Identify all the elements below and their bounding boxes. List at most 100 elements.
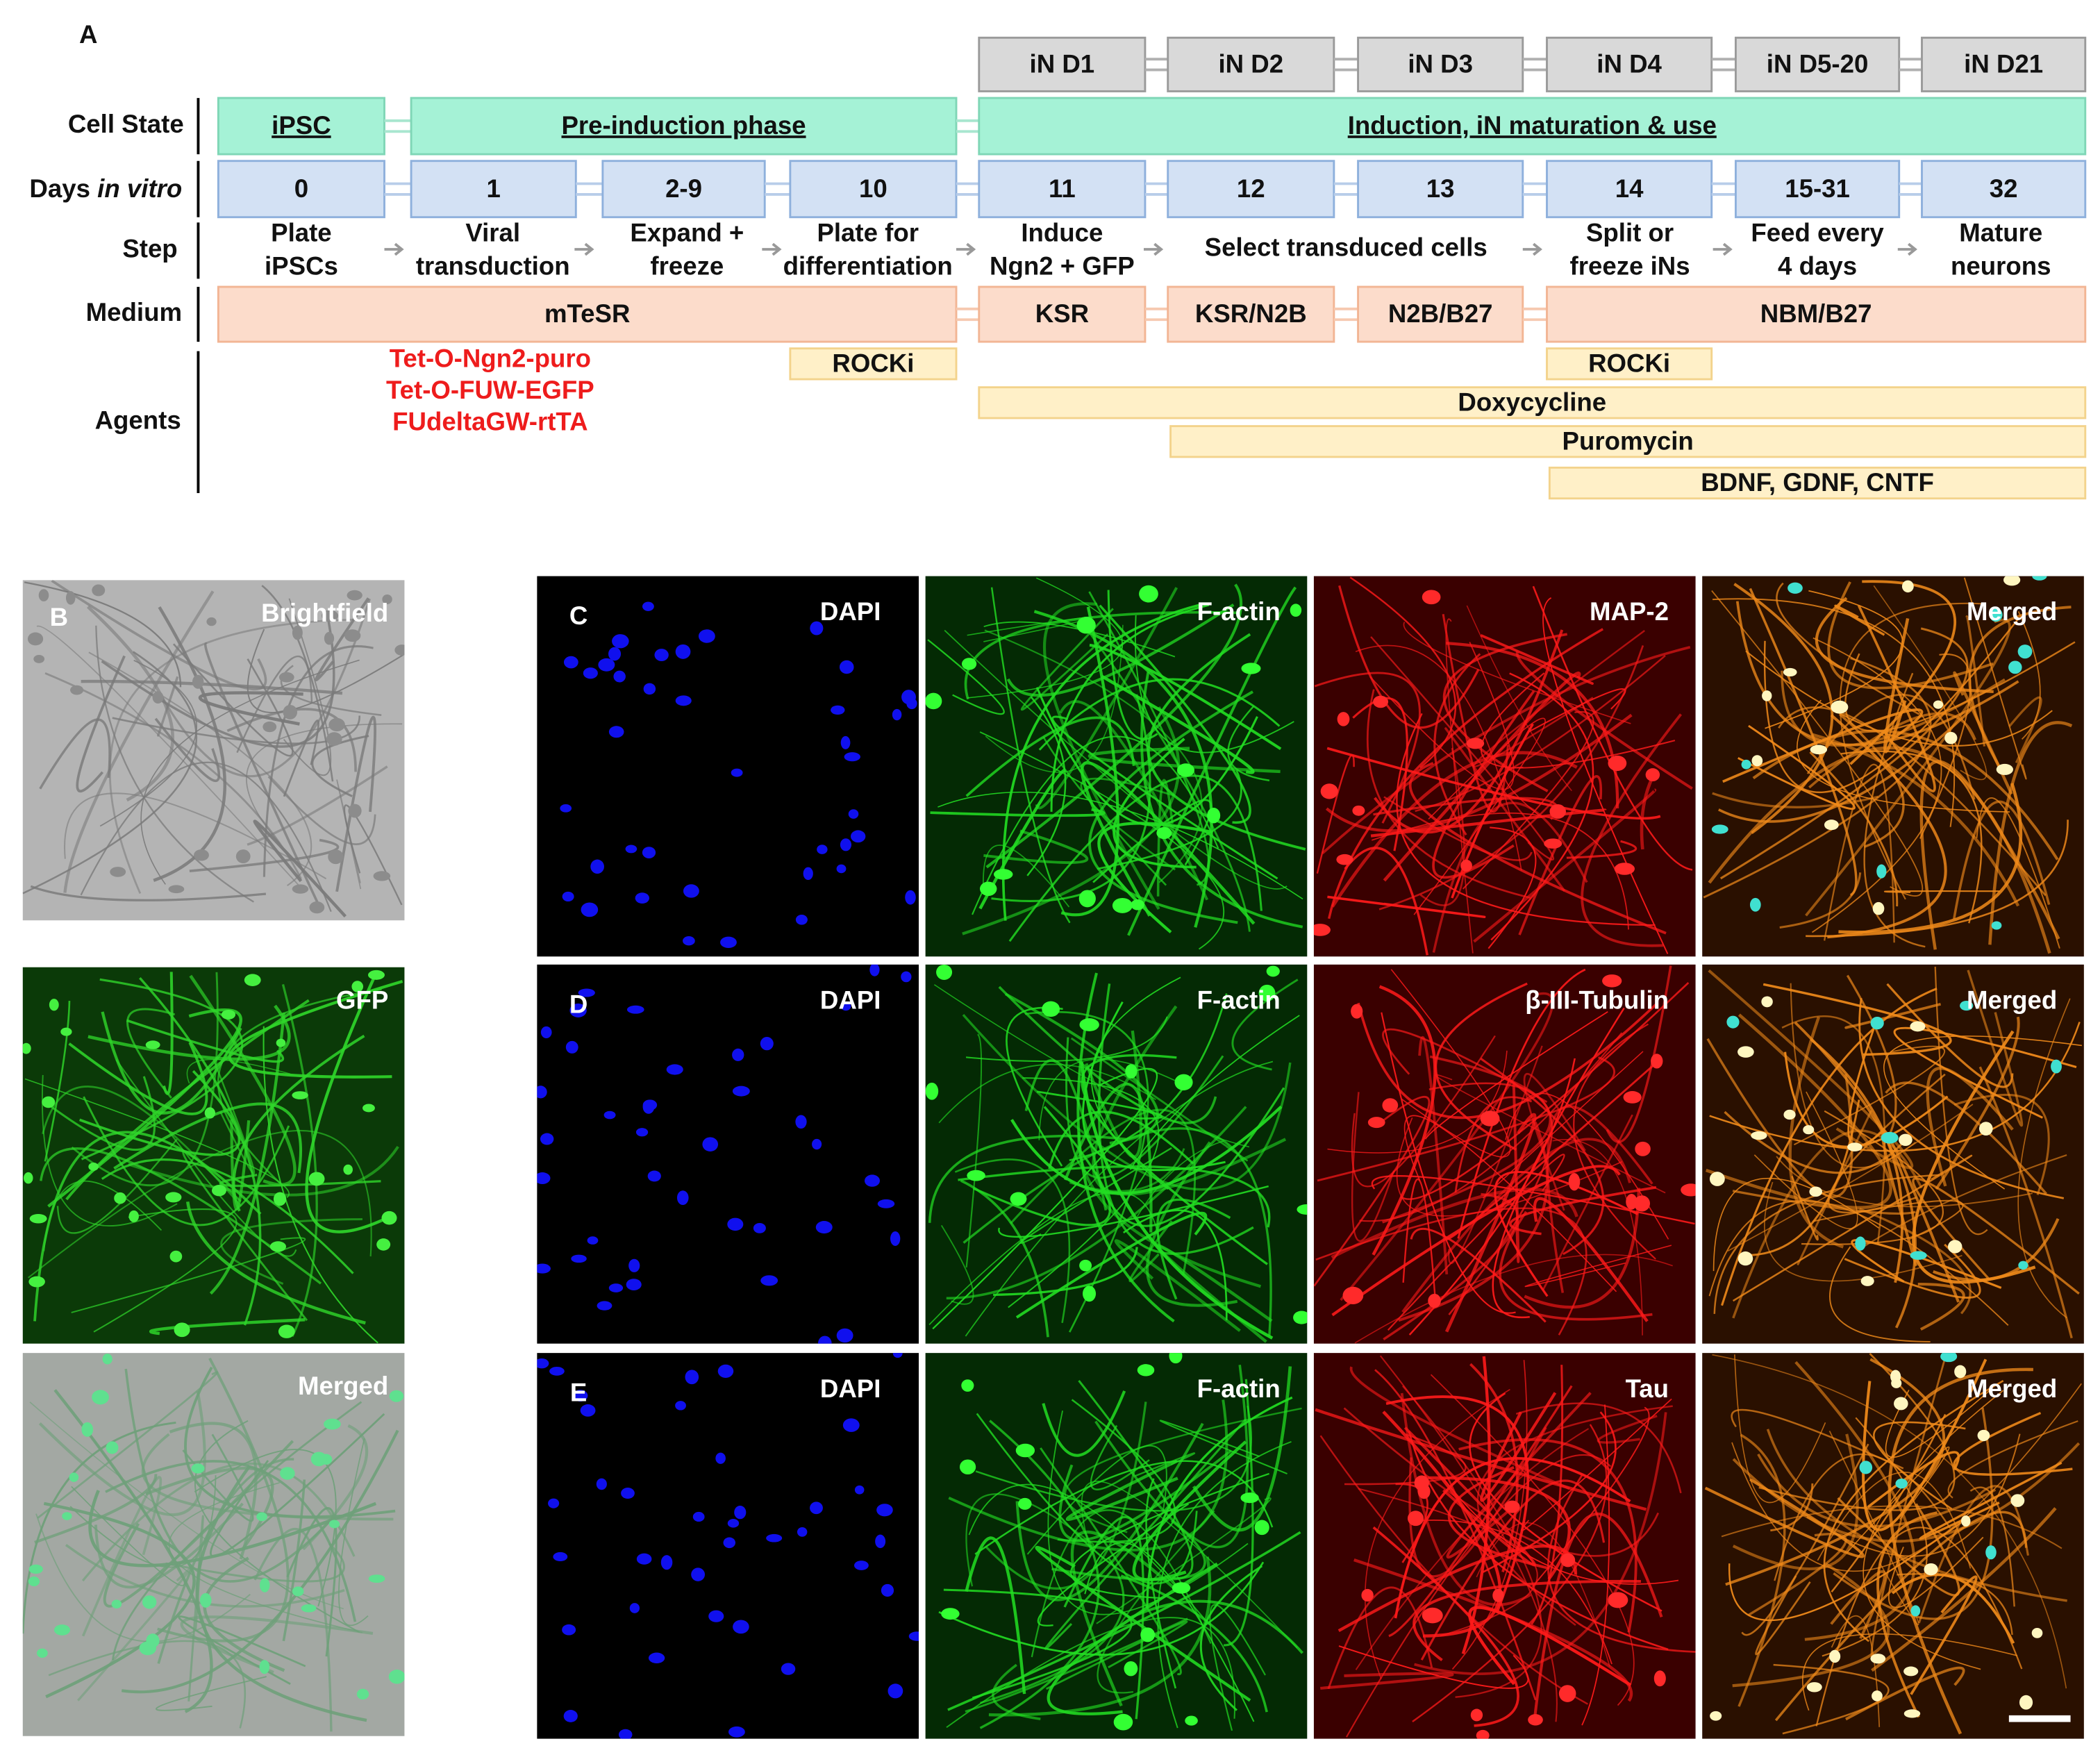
neurite	[1015, 1211, 1208, 1319]
cell	[1910, 1251, 1927, 1260]
neurite	[1883, 1035, 2082, 1190]
neurite	[1351, 1035, 1496, 1188]
neurite	[305, 970, 388, 1233]
neurite	[1146, 1141, 1238, 1307]
cell	[204, 1107, 215, 1119]
cell	[114, 1192, 126, 1204]
cell	[1407, 1511, 1424, 1527]
neurite	[1314, 672, 1421, 824]
neurite	[1488, 826, 1537, 949]
micrograph-content	[1704, 1353, 2082, 1735]
cell	[540, 1026, 552, 1038]
neurite	[1112, 738, 1197, 869]
neurite	[1480, 633, 1594, 685]
cell	[1751, 1131, 1767, 1140]
neurite	[1784, 1051, 1949, 1148]
neurite	[965, 1033, 983, 1268]
neurite	[1763, 617, 2020, 794]
medium-box	[1357, 285, 1524, 343]
neurite	[1403, 1427, 1536, 1567]
neurite	[1765, 590, 1903, 729]
neurite	[1036, 1090, 1163, 1120]
step: Feed every	[1751, 218, 1884, 247]
neurite	[37, 1371, 219, 1519]
day-box	[410, 160, 577, 219]
cell	[1783, 1109, 1796, 1120]
neurite	[39, 718, 111, 790]
neurite	[940, 1224, 974, 1305]
neurite	[115, 1059, 297, 1257]
neurite	[1435, 1074, 1666, 1194]
neurite	[1327, 1586, 1433, 1690]
neurite	[51, 580, 267, 691]
neurite	[1867, 1451, 1960, 1508]
cell	[292, 1586, 304, 1597]
day: 13	[1426, 174, 1455, 203]
cell	[292, 1091, 308, 1099]
neurite	[1873, 585, 1988, 781]
cell	[795, 915, 808, 925]
cell	[1860, 1276, 1874, 1286]
neurite	[1797, 1110, 1873, 1265]
neurite	[1078, 617, 1251, 932]
neurite	[1794, 1022, 1917, 1329]
cell	[33, 655, 45, 663]
neurite	[101, 615, 335, 748]
cell-state: Pre-induction phase	[562, 111, 806, 140]
cell	[1568, 1172, 1581, 1191]
neurite	[33, 1131, 262, 1322]
cell	[310, 1452, 327, 1467]
neurite	[1037, 1503, 1190, 1627]
cell	[1528, 1714, 1543, 1726]
neurite	[261, 585, 334, 782]
cell	[1831, 700, 1849, 714]
neurite	[1433, 653, 1481, 835]
cell	[1710, 1711, 1722, 1721]
in-day-box	[1357, 36, 1524, 92]
cell	[731, 768, 743, 777]
neurite	[1741, 1443, 1869, 1636]
cell	[1470, 1708, 1483, 1722]
neurite	[965, 1016, 1168, 1062]
cell	[273, 1192, 287, 1206]
cell	[347, 590, 362, 601]
cell	[1989, 608, 2003, 622]
neurite	[1432, 801, 1588, 953]
neurite	[1403, 622, 1631, 724]
neurite	[1581, 1404, 1610, 1726]
neurite	[1085, 1030, 1142, 1158]
micrograph-content	[22, 970, 403, 1344]
cell	[1422, 590, 1441, 605]
cell	[608, 726, 624, 738]
cell	[1342, 1286, 1364, 1304]
neurite	[30, 885, 267, 901]
row-label: Agents	[95, 406, 181, 434]
neurite	[968, 1483, 1210, 1626]
neurite	[1518, 775, 1603, 935]
cell	[1018, 1497, 1032, 1510]
neurite	[1871, 1507, 2057, 1672]
neurite	[1978, 1066, 2073, 1339]
cell	[732, 1048, 744, 1061]
micrograph-content	[1313, 965, 1696, 1344]
neurite	[186, 1058, 291, 1084]
cell	[1015, 1443, 1035, 1458]
cell	[278, 672, 294, 683]
neurite	[1774, 1511, 2028, 1722]
cell	[1870, 1016, 1884, 1030]
panel-label: A	[79, 20, 97, 49]
neurite	[1408, 1431, 1669, 1651]
agent-bar	[1169, 425, 2087, 458]
cell	[836, 864, 847, 874]
neurite	[1227, 705, 1270, 781]
cell	[1749, 897, 1761, 912]
neurite	[1749, 588, 1858, 897]
cell	[351, 981, 364, 992]
agent: BDNF, GDNF, CNTF	[1701, 468, 1934, 497]
cell	[1382, 1098, 1399, 1113]
agent-bar	[978, 386, 2087, 419]
neurite	[1064, 1407, 1302, 1533]
row-label: Days in vitro	[29, 174, 182, 203]
cell	[343, 1164, 353, 1175]
neurite	[189, 838, 340, 872]
